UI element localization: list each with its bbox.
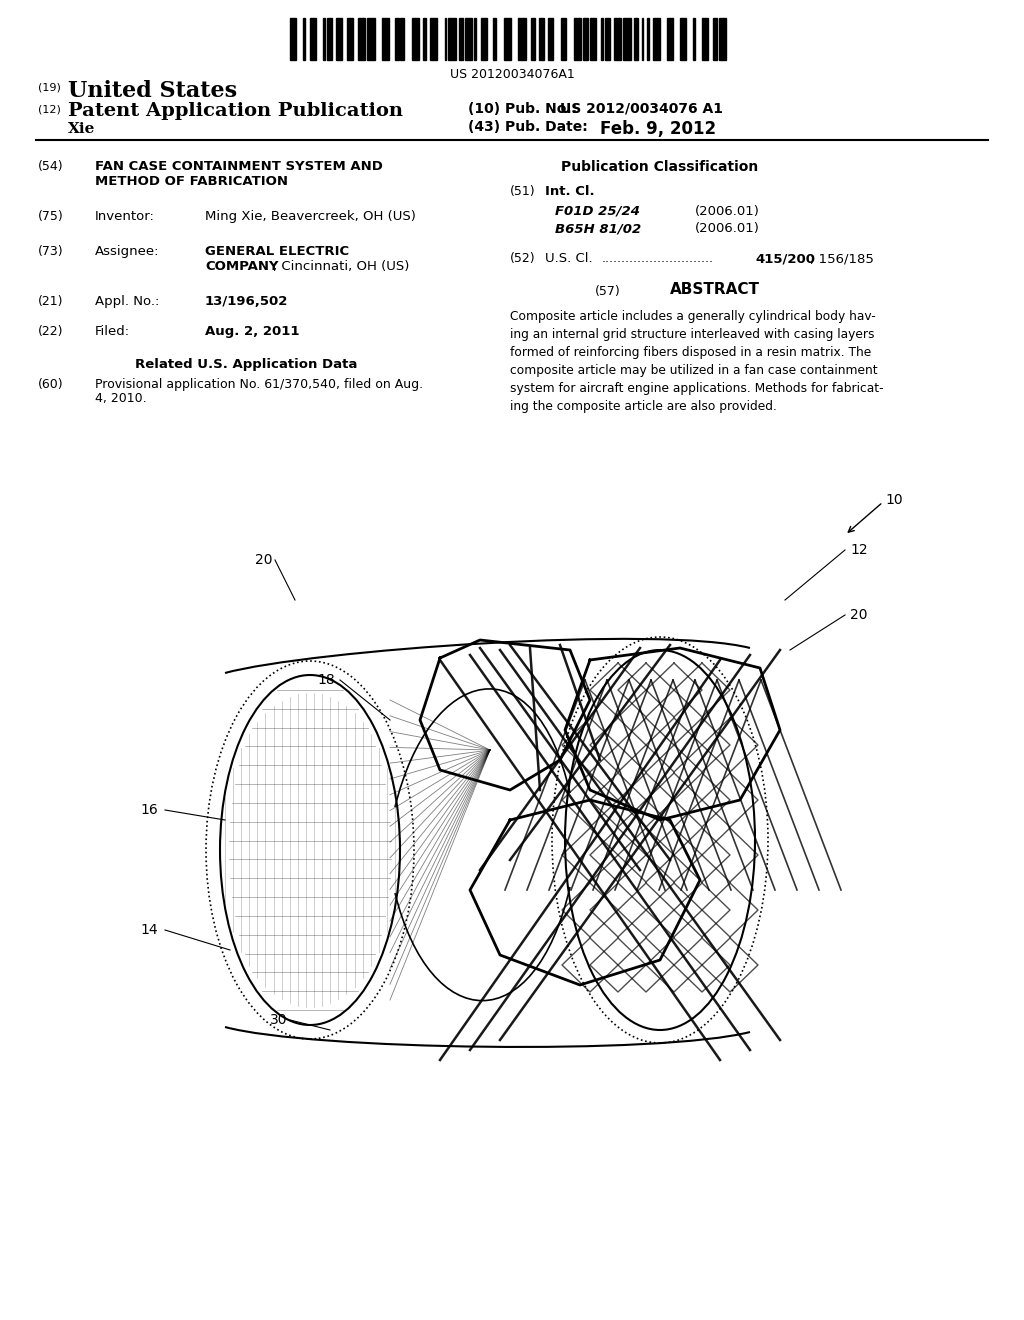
Text: FAN CASE CONTAINMENT SYSTEM AND: FAN CASE CONTAINMENT SYSTEM AND [95,160,383,173]
Text: Int. Cl.: Int. Cl. [545,185,595,198]
Text: (2006.01): (2006.01) [695,222,760,235]
Bar [647,18,649,59]
Bar [560,18,566,59]
Bar [702,18,708,59]
Text: Assignee:: Assignee: [95,246,160,257]
Text: US 20120034076A1: US 20120034076A1 [450,69,574,81]
Bar [327,18,333,59]
Text: Provisional application No. 61/370,540, filed on Aug.: Provisional application No. 61/370,540, … [95,378,423,391]
Text: 20: 20 [255,553,272,568]
Text: (19): (19) [38,82,60,92]
Bar [449,18,456,59]
Bar [624,18,631,59]
Text: (21): (21) [38,294,63,308]
Bar [336,18,342,59]
Text: (51): (51) [510,185,536,198]
Bar [680,18,686,59]
Bar [465,18,472,59]
Bar [642,18,643,59]
Text: ABSTRACT: ABSTRACT [670,282,760,297]
Bar [583,18,588,59]
Text: United States: United States [68,81,238,102]
Bar [395,18,398,59]
Text: ; 156/185: ; 156/185 [810,252,873,265]
Text: Filed:: Filed: [95,325,130,338]
Bar [668,18,673,59]
Bar [518,18,525,59]
Text: (57): (57) [595,285,621,298]
Bar [310,18,315,59]
Text: 16: 16 [140,803,158,817]
Text: F01D 25/24: F01D 25/24 [555,205,640,218]
Text: (22): (22) [38,325,63,338]
Text: U.S. Cl.: U.S. Cl. [545,252,593,265]
Text: (75): (75) [38,210,63,223]
Bar [590,18,596,59]
Text: (54): (54) [38,160,63,173]
Bar [601,18,603,59]
Text: US 2012/0034076 A1: US 2012/0034076 A1 [560,102,723,116]
Text: , Cincinnati, OH (US): , Cincinnati, OH (US) [273,260,410,273]
Bar [693,18,695,59]
Bar [358,18,366,59]
Bar [460,18,463,59]
Text: METHOD OF FABRICATION: METHOD OF FABRICATION [95,176,288,187]
Text: Ming Xie, Beavercreek, OH (US): Ming Xie, Beavercreek, OH (US) [205,210,416,223]
Bar [347,18,352,59]
Text: B65H 81/02: B65H 81/02 [555,222,641,235]
Text: 4, 2010.: 4, 2010. [95,392,146,405]
Bar [719,18,726,59]
Bar [573,18,581,59]
Bar [605,18,610,59]
Bar [430,18,437,59]
Text: COMPANY: COMPANY [205,260,279,273]
Bar [423,18,426,59]
Bar [400,18,404,59]
Bar [493,18,497,59]
Text: Related U.S. Application Data: Related U.S. Application Data [135,358,357,371]
Bar [412,18,419,59]
Bar [614,18,622,59]
Bar [474,18,476,59]
Bar [368,18,375,59]
Bar [504,18,511,59]
Text: Publication Classification: Publication Classification [561,160,759,174]
Text: (52): (52) [510,252,536,265]
Text: GENERAL ELECTRIC: GENERAL ELECTRIC [205,246,349,257]
Text: Appl. No.:: Appl. No.: [95,294,160,308]
Text: 30: 30 [270,1012,288,1027]
Text: (60): (60) [38,378,63,391]
Bar [444,18,446,59]
Bar [539,18,544,59]
Bar [324,18,325,59]
Text: ............................: ............................ [602,252,714,265]
Text: Xie: Xie [68,121,95,136]
Text: (12): (12) [38,104,60,114]
Text: 10: 10 [885,492,902,507]
Text: 14: 14 [140,923,158,937]
Text: (2006.01): (2006.01) [695,205,760,218]
Text: Patent Application Publication: Patent Application Publication [68,102,403,120]
Text: Inventor:: Inventor: [95,210,155,223]
Text: Composite article includes a generally cylindrical body hav-
ing an internal gri: Composite article includes a generally c… [510,310,884,413]
Bar [548,18,553,59]
Text: 13/196,502: 13/196,502 [205,294,289,308]
Text: 415/200: 415/200 [755,252,815,265]
Bar [714,18,717,59]
Text: (10) Pub. No.:: (10) Pub. No.: [468,102,578,116]
Text: (73): (73) [38,246,63,257]
Text: 20: 20 [850,609,867,622]
Bar [382,18,389,59]
Text: (43) Pub. Date:: (43) Pub. Date: [468,120,588,135]
Bar [634,18,638,59]
Bar [303,18,305,59]
Bar [481,18,487,59]
Bar [652,18,660,59]
Bar [290,18,296,59]
Text: Feb. 9, 2012: Feb. 9, 2012 [600,120,716,139]
Text: 18: 18 [317,673,335,686]
Bar [531,18,535,59]
Text: 12: 12 [850,543,867,557]
Text: Aug. 2, 2011: Aug. 2, 2011 [205,325,299,338]
